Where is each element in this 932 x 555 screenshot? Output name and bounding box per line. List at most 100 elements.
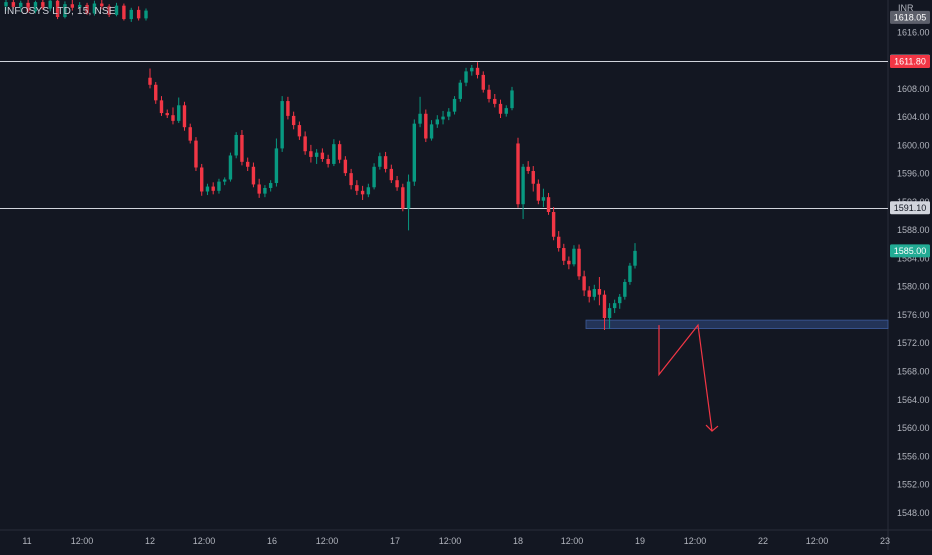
candle-body (582, 276, 586, 291)
candle-body (309, 151, 313, 157)
candle-body (326, 159, 330, 164)
candle-body (228, 155, 233, 180)
candle-body (41, 2, 45, 9)
price-tag-level-upper-b (890, 54, 930, 68)
candle-body (395, 180, 399, 188)
candle-body (70, 4, 75, 8)
y-tick-label: 1608.00 (897, 84, 930, 94)
candle-body (412, 123, 417, 182)
candle-body (592, 289, 597, 297)
candle-body (470, 67, 474, 72)
candle-body (435, 119, 440, 125)
price-tag-label-session-high: 1618.05 (894, 13, 927, 23)
x-tick-label: 12:00 (71, 536, 94, 546)
candle-body (33, 2, 38, 12)
x-tick-label: 12:00 (684, 536, 707, 546)
x-tick-label: 12:00 (439, 536, 462, 546)
x-tick-label: 12:00 (806, 536, 829, 546)
x-tick-label: 12:00 (316, 536, 339, 546)
candle-body (556, 236, 561, 249)
price-tag-label-level-upper-b: 1611.80 (894, 57, 926, 67)
candle-body (597, 289, 602, 295)
candle-body (177, 105, 181, 121)
candle-body (136, 9, 141, 19)
x-tick-label: 18 (513, 536, 523, 546)
candle-body (332, 144, 336, 164)
symbol-label: INFOSYS LTD, 15, NSE (4, 6, 116, 17)
x-tick-label: 12:00 (193, 536, 216, 546)
candle-body (504, 108, 508, 114)
candle-body (343, 159, 348, 174)
candle-body (205, 186, 210, 192)
candle-body (320, 152, 325, 159)
candle-body (85, 4, 89, 14)
candle-body (251, 166, 256, 185)
y-tick-label: 1604.00 (897, 112, 930, 122)
candle-body (55, 0, 60, 17)
candle-body (19, 2, 23, 8)
candle-body (274, 148, 279, 184)
candle-body (200, 167, 204, 192)
x-tick-label: 11 (22, 536, 31, 546)
candle-body (418, 113, 422, 124)
candle-body (541, 197, 546, 201)
x-tick-label: 23 (880, 536, 890, 546)
candle-body (526, 166, 530, 172)
candle-body (612, 303, 617, 309)
candle-body (144, 10, 148, 19)
candle-body (498, 103, 503, 114)
candle-body (280, 101, 284, 149)
demand-zone (585, 319, 889, 329)
y-tick-label: 1588.00 (897, 225, 930, 235)
candle-body (349, 173, 353, 186)
candle-body (154, 84, 158, 101)
y-tick-label: 1560.00 (897, 423, 930, 433)
candle-body (222, 179, 227, 182)
y-tick-label: 1580.00 (897, 282, 930, 292)
candle-body (48, 0, 52, 9)
x-tick-label: 17 (390, 536, 400, 546)
x-tick-label: 12 (145, 536, 155, 546)
candle-body (546, 197, 551, 212)
y-tick-label: 1548.00 (897, 508, 930, 518)
candle-body (441, 116, 445, 120)
candle-body (429, 124, 434, 139)
y-tick-label: 1616.00 (897, 27, 930, 37)
candle-body (245, 161, 250, 167)
candle-body (401, 187, 405, 209)
candle-body (623, 281, 627, 297)
candle-body (618, 296, 622, 304)
candle-body (487, 89, 491, 99)
candle-body (188, 127, 192, 141)
x-tick-label: 22 (758, 536, 768, 546)
candle-body (129, 9, 133, 20)
candle-body (607, 308, 612, 318)
y-tick-label: 1568.00 (897, 367, 930, 377)
candle-body (337, 144, 342, 160)
candle-body (452, 98, 457, 112)
candle-body (100, 3, 104, 7)
candle-body (551, 212, 556, 237)
candle-body (314, 152, 319, 157)
candle-body (211, 186, 215, 191)
candle-body (171, 115, 175, 121)
candle-body (587, 290, 591, 297)
candle-body (383, 156, 388, 169)
candle-body (562, 248, 566, 261)
price-tag-session-high (890, 10, 930, 24)
price-tag-last-price (890, 244, 930, 258)
candle-body (628, 265, 632, 282)
candle-body (165, 113, 169, 116)
candle-body (4, 2, 8, 7)
candle-body (148, 77, 152, 85)
candle-body (372, 166, 376, 188)
candle-body (521, 166, 525, 205)
candle-body (77, 4, 82, 8)
y-tick-label: 1552.00 (897, 480, 930, 490)
candle-body (602, 294, 607, 318)
candle-body (536, 183, 541, 201)
y-tick-label: 1564.00 (897, 395, 930, 405)
projection-arrowhead (705, 424, 719, 432)
